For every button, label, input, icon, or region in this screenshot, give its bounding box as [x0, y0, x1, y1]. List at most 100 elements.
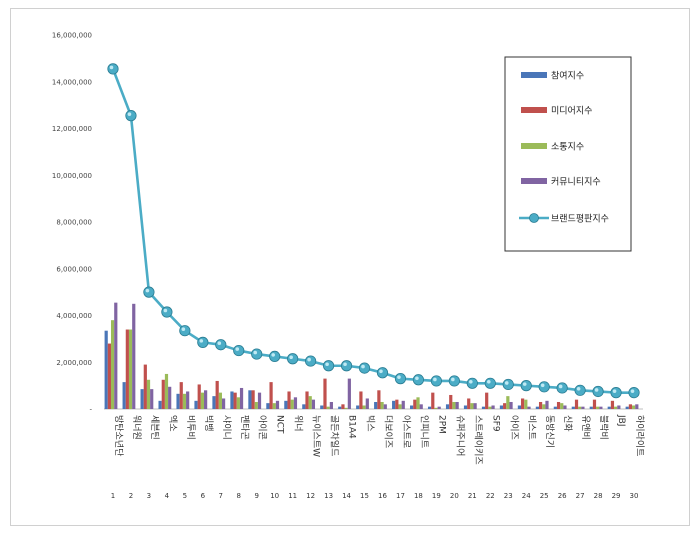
category-label: 더보이즈 [382, 415, 393, 448]
bar-1 [374, 401, 378, 409]
line-point [556, 382, 568, 394]
line-point [430, 375, 442, 387]
line-point [628, 387, 640, 399]
y-tick-label: 12,000,000 [52, 125, 92, 133]
bar-1 [266, 403, 270, 409]
bar-3 [506, 396, 510, 409]
line-point-highlight [127, 112, 132, 116]
category-label: 유앤비 [580, 415, 591, 440]
bar-3 [128, 329, 133, 409]
category-label: 아이콘 [257, 415, 268, 440]
category-label: 스트레이키즈 [472, 415, 483, 465]
line-point-highlight [199, 339, 204, 343]
line-point-highlight [163, 308, 168, 313]
bar-2 [628, 404, 633, 409]
category-label: 샤이니 [221, 415, 232, 440]
rank-label: 14 [342, 492, 351, 500]
y-tick-label: 14,000,000 [52, 78, 92, 86]
bar-3 [524, 399, 528, 409]
bar-4 [204, 390, 208, 409]
bar-3 [344, 407, 348, 409]
bar-2 [269, 382, 273, 409]
line-point [448, 375, 460, 387]
bar-4 [473, 403, 477, 409]
category-label: 신화 [562, 415, 573, 432]
bar-2 [431, 392, 435, 409]
line-point [305, 355, 317, 367]
bar-1 [194, 400, 198, 409]
bar-1 [571, 406, 575, 409]
bar-2 [341, 404, 345, 409]
rank-label: 5 [183, 492, 187, 500]
bar-4 [186, 391, 190, 409]
line-point-highlight [594, 388, 599, 392]
category-label: 2PM [436, 415, 446, 434]
bar-2 [233, 392, 237, 409]
chart: - 2,000,000 4,000,000 6,000,000 8,000,000 10,… [52, 32, 645, 501]
line-point [520, 380, 532, 392]
bar-2 [503, 403, 507, 409]
bar-1 [212, 396, 216, 409]
line-point-highlight [415, 376, 419, 381]
bar-1 [499, 405, 504, 409]
bar-4 [401, 400, 405, 409]
bar-3 [254, 401, 258, 409]
bar-4 [437, 406, 441, 409]
category-label: 인피니트 [418, 415, 429, 448]
line-point [251, 348, 263, 360]
bar-3 [110, 320, 115, 409]
bar-3 [632, 405, 636, 409]
category-label: 하이라이트 [634, 415, 645, 456]
line-point [107, 63, 119, 75]
line-point-highlight [433, 377, 437, 382]
bar-4 [329, 401, 333, 409]
rank-label: 17 [396, 492, 405, 500]
line-point-highlight [469, 379, 473, 384]
line-point [215, 339, 227, 351]
bar-3 [290, 399, 294, 409]
category-label: 세븐틴 [149, 415, 160, 440]
line-point [197, 336, 209, 348]
bar-4 [168, 386, 172, 409]
line-point-highlight [540, 383, 545, 388]
bar-4 [527, 406, 531, 409]
bar-1 [410, 405, 414, 409]
legend-label: 소통지수 [551, 142, 584, 153]
bar-1 [463, 405, 468, 409]
bar-3 [380, 401, 384, 409]
bar-4 [239, 387, 244, 409]
line-point [340, 360, 353, 372]
category-label: 방탄소년단 [113, 415, 124, 456]
bar-4 [581, 406, 585, 409]
line-point-highlight [307, 357, 311, 362]
bar-3 [470, 403, 474, 409]
line-point-highlight [145, 288, 150, 293]
bar-2 [107, 343, 111, 409]
category-label: SF9 [490, 415, 500, 432]
bar-4 [221, 398, 226, 409]
bar-3 [272, 403, 276, 409]
bar-3 [218, 392, 222, 409]
bar-1 [284, 400, 288, 409]
line-point [394, 373, 407, 385]
line-point-highlight [558, 384, 563, 389]
bar-1 [338, 406, 342, 409]
line-point-highlight [181, 327, 186, 331]
bar-3 [488, 406, 492, 409]
line-point [269, 350, 281, 363]
category-label: 아스트로 [400, 415, 411, 448]
bar-1 [392, 400, 396, 409]
bar-1 [625, 406, 629, 409]
rank-label: 19 [432, 492, 441, 500]
rank-label: 16 [378, 492, 387, 500]
bar-3 [578, 406, 582, 409]
line-point [322, 360, 335, 372]
rank-label: 21 [468, 492, 477, 500]
bar-3 [164, 373, 169, 409]
category-label: NCT [275, 415, 285, 434]
bar-2 [359, 391, 363, 409]
rank-label: 20 [450, 492, 459, 500]
line-point [538, 381, 550, 393]
line-point [358, 362, 371, 374]
bar-4 [563, 405, 567, 409]
